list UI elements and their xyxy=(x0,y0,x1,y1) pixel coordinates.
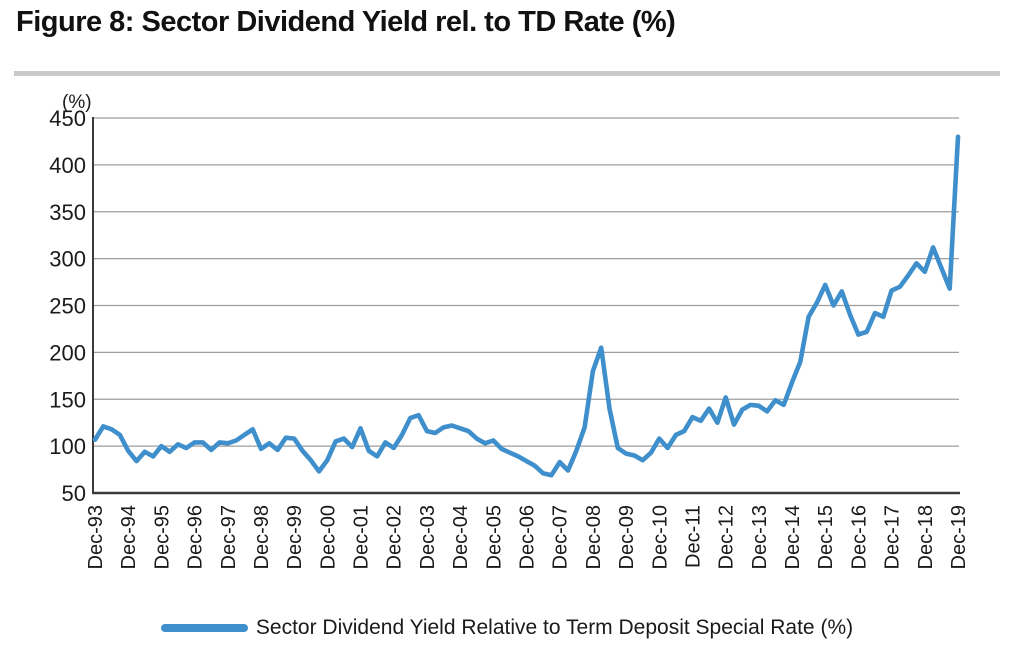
x-tick-label: Dec-11 xyxy=(682,505,704,568)
x-tick-label: Dec-09 xyxy=(616,505,638,569)
x-tick-label: Dec-12 xyxy=(716,505,738,569)
x-tick-label: Dec-19 xyxy=(948,505,970,569)
x-tick-label: Dec-03 xyxy=(417,505,439,569)
figure-title: Figure 8: Sector Dividend Yield rel. to … xyxy=(16,6,676,38)
x-tick-label: Dec-05 xyxy=(483,505,505,569)
x-tick-label: Dec-17 xyxy=(882,505,904,569)
y-tick-label: 450 xyxy=(49,106,86,131)
y-tick-label: 50 xyxy=(62,481,86,506)
x-tick-label: Dec-02 xyxy=(384,505,406,569)
x-tick-label: Dec-15 xyxy=(815,505,837,569)
series-line xyxy=(92,134,961,478)
y-tick-label: 300 xyxy=(49,247,86,272)
x-tick-label: Dec-13 xyxy=(749,505,771,569)
x-tick-label: Dec-99 xyxy=(284,505,306,569)
x-tick-label: Dec-08 xyxy=(583,505,605,569)
title-divider xyxy=(14,71,1000,76)
x-tick-label: Dec-97 xyxy=(218,505,240,569)
legend-label: Sector Dividend Yield Relative to Term D… xyxy=(255,616,854,639)
chart-legend: Sector Dividend Yield Relative to Term D… xyxy=(0,616,1014,640)
x-tick-label: Dec-16 xyxy=(848,505,870,569)
x-tick-label: Dec-10 xyxy=(649,505,671,569)
legend-line-swatch xyxy=(160,624,248,632)
y-axis-unit-label: (%) xyxy=(62,92,92,113)
y-tick-label: 400 xyxy=(49,153,86,178)
x-tick-label: Dec-98 xyxy=(251,505,273,569)
x-tick-label: Dec-95 xyxy=(151,505,173,569)
x-tick-label: Dec-14 xyxy=(782,505,804,569)
y-tick-label: 150 xyxy=(49,387,86,412)
x-tick-label: Dec-07 xyxy=(550,505,572,569)
x-tick-label: Dec-00 xyxy=(317,505,339,569)
x-tick-label: Dec-04 xyxy=(450,505,472,569)
x-tick-label: Dec-06 xyxy=(517,505,539,569)
x-tick-label: Dec-93 xyxy=(85,505,107,569)
x-tick-label: Dec-94 xyxy=(118,505,140,569)
x-tick-label: Dec-01 xyxy=(351,505,373,569)
y-tick-label: 200 xyxy=(49,340,86,365)
y-tick-label: 100 xyxy=(49,434,86,459)
x-tick-label: Dec-96 xyxy=(185,505,207,569)
x-tick-label: Dec-18 xyxy=(915,505,937,569)
y-tick-label: 250 xyxy=(49,294,86,319)
y-tick-label: 350 xyxy=(49,200,86,225)
